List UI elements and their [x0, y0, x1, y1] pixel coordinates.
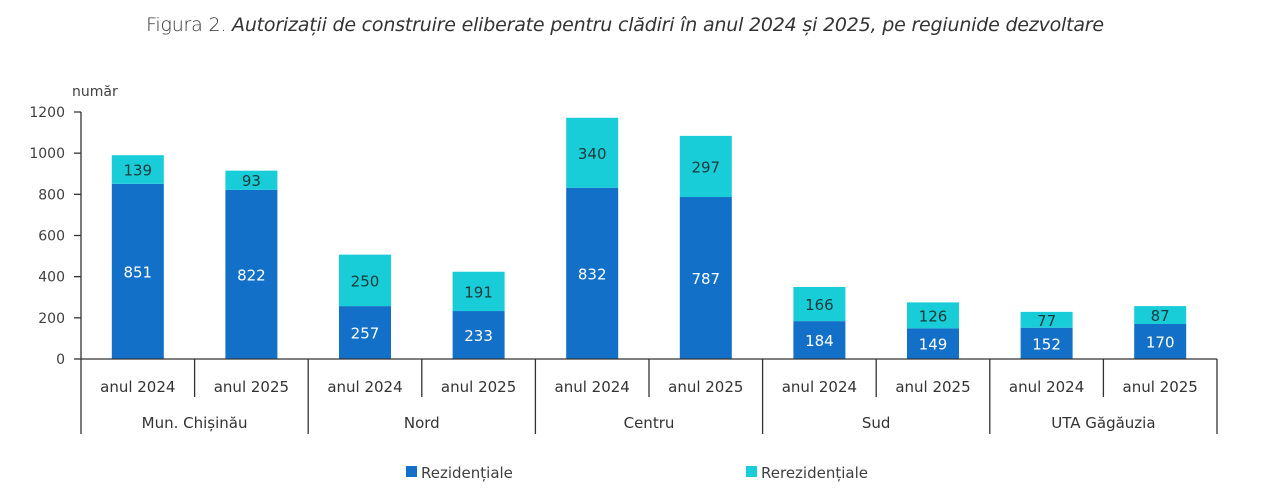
value-label-rezidentiale: 233 — [464, 327, 493, 345]
legend-swatch — [746, 466, 757, 477]
value-label-rezidentiale: 851 — [123, 263, 152, 281]
x-category-label: anul 2024 — [555, 378, 630, 396]
bar-rezidentiale — [679, 197, 732, 359]
value-label-rerezidentiale: 191 — [464, 283, 493, 301]
x-category-label: anul 2025 — [668, 378, 743, 396]
figure-number: Figura 2. — [146, 14, 227, 36]
bar-rezidentiale — [225, 189, 278, 359]
x-category-label: anul 2024 — [327, 378, 402, 396]
axes: 0 200 400 600 800 1000 1200 număr — [29, 84, 118, 434]
x-group-label: Nord — [404, 414, 440, 432]
y-tick-label: 800 — [38, 187, 65, 203]
x-category-label: anul 2025 — [895, 378, 970, 396]
value-label-rerezidentiale: 166 — [805, 296, 834, 314]
bar-rezidentiale — [452, 311, 505, 359]
bar-rerezidentiale — [225, 170, 278, 190]
x-category-label: anul 2025 — [1123, 378, 1198, 396]
bar-rezidentiale — [111, 183, 164, 359]
legend-label: Rezidențiale — [421, 464, 513, 482]
value-label-rerezidentiale: 250 — [351, 272, 380, 290]
value-label-rerezidentiale: 93 — [242, 172, 261, 190]
y-tick-label: 400 — [38, 270, 65, 286]
bar-rerezidentiale — [111, 155, 164, 184]
value-label-rezidentiale: 149 — [919, 336, 948, 354]
x-category-label: anul 2025 — [214, 378, 289, 396]
value-label-rerezidentiale: 87 — [1151, 307, 1170, 325]
value-label-rezidentiale: 822 — [237, 266, 266, 284]
value-label-rerezidentiale: 297 — [691, 158, 720, 176]
bar-rezidentiale — [566, 187, 619, 359]
bar-rezidentiale — [907, 328, 959, 359]
bar-rerezidentiale — [793, 286, 846, 322]
y-tick-label: 600 — [38, 229, 65, 245]
bar-rerezidentiale — [679, 135, 732, 198]
value-label-rerezidentiale: 126 — [919, 307, 948, 325]
legend-label: Rerezidențiale — [761, 464, 868, 482]
value-label-rerezidentiale: 340 — [578, 145, 607, 163]
bars — [111, 117, 1187, 359]
y-tick-label: 1200 — [29, 105, 65, 121]
bar-rezidentiale — [339, 306, 391, 359]
bar-rezidentiale — [1020, 327, 1073, 359]
bar-rerezidentiale — [1020, 311, 1073, 328]
figure-caption: Autorizații de construire eliberate pent… — [232, 14, 1104, 36]
bar-rerezidentiale — [339, 254, 391, 307]
y-axis-title: număr — [72, 84, 118, 100]
x-group-label: Centru — [624, 414, 675, 432]
legend: Rezidențiale Rerezidențiale — [406, 464, 868, 482]
y-tick-label: 200 — [38, 311, 65, 327]
bar-rerezidentiale — [452, 271, 505, 312]
value-label-rezidentiale: 787 — [691, 270, 720, 288]
y-tick-label: 0 — [56, 352, 65, 368]
value-label-rezidentiale: 257 — [351, 325, 380, 343]
value-label-rerezidentiale: 139 — [123, 162, 152, 180]
value-label-rezidentiale: 184 — [805, 332, 834, 350]
x-category-label: anul 2024 — [100, 378, 175, 396]
value-label-rezidentiale: 152 — [1032, 335, 1061, 353]
bar-rezidentiale — [793, 321, 846, 359]
value-label-rezidentiale: 832 — [578, 265, 607, 283]
x-category-label: anul 2024 — [782, 378, 857, 396]
x-group-label: Sud — [862, 414, 891, 432]
value-label-rerezidentiale: 77 — [1037, 312, 1056, 330]
bar-rerezidentiale — [1134, 306, 1187, 325]
x-group-label: Mun. Chișinău — [142, 414, 248, 432]
bar-rezidentiale — [1134, 324, 1187, 359]
value-label-rezidentiale: 170 — [1146, 334, 1175, 352]
x-group-label: UTA Găgăuzia — [1051, 414, 1155, 432]
value-labels: 851 139 822 93 257 250 233 191 832 340 787 297 184 16… — [123, 145, 1174, 354]
y-tick-label: 1000 — [29, 146, 65, 162]
legend-item: Rerezidențiale — [746, 464, 868, 482]
x-category-label: anul 2024 — [1009, 378, 1084, 396]
x-axis: anul 2024 anul 2025 anul 2024 anul 2025 anul… — [81, 358, 1218, 434]
bar-rerezidentiale — [566, 117, 619, 188]
figure-title: Figura 2. Autorizații de construire elib… — [0, 14, 1250, 36]
legend-item: Rezidențiale — [406, 464, 513, 482]
bar-rerezidentiale — [907, 302, 959, 329]
x-category-label: anul 2025 — [441, 378, 516, 396]
legend-swatch — [406, 466, 417, 477]
